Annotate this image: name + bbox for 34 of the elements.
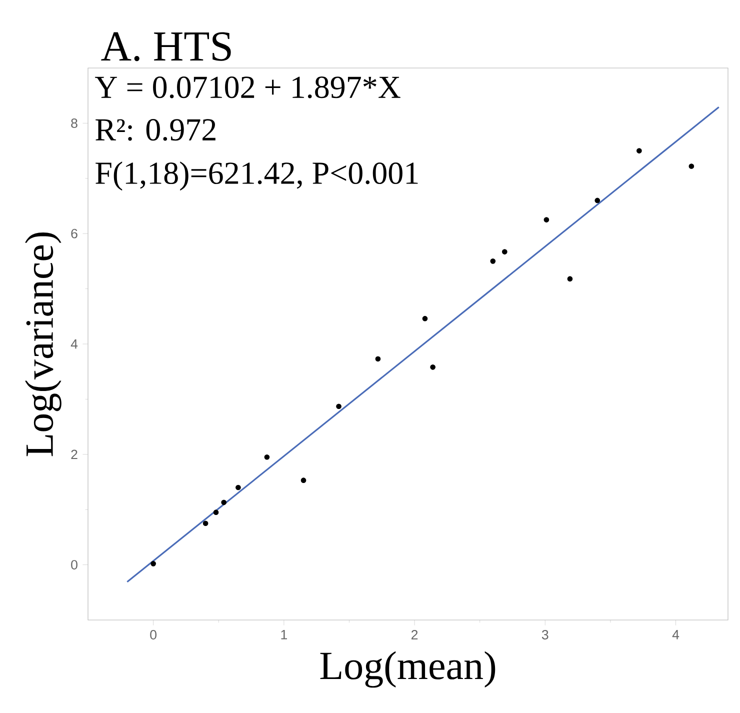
point [202,520,208,526]
y-tick-label: 6 [71,228,78,238]
y-axis-title: Log(variance) [25,232,62,456]
annotation: Y = 0.07102 + 1.897*X [95,76,400,98]
y-tick-label: 4 [70,339,78,348]
point [594,198,600,203]
point [375,356,381,362]
point [502,248,508,254]
point [221,500,227,505]
point [236,484,241,490]
point [264,454,270,460]
point [636,148,642,154]
point [490,258,496,264]
point [336,404,342,409]
x-tick-label: 1 [281,630,287,640]
y-tick-label: 0 [71,560,78,570]
point [567,276,573,282]
point [422,316,428,322]
annotation: R²: 0.972 [96,118,216,141]
y-tick-label: 2 [71,450,78,459]
point [150,560,156,566]
point [300,478,306,483]
point [688,163,694,169]
chart-title: A. HTS [101,32,231,61]
y-tick-label: 8 [71,118,78,128]
point [213,510,219,515]
x-axis-title: Log(mean) [320,651,496,688]
x-tick-label: 0 [150,630,156,640]
point [544,216,550,222]
annotation: F(1,18)=621.42, P<0.001 [96,161,418,190]
x-tick-label: 3 [542,630,548,640]
point [430,364,436,370]
x-tick-label: 4 [672,630,680,640]
x-tick-label: 2 [411,630,418,640]
